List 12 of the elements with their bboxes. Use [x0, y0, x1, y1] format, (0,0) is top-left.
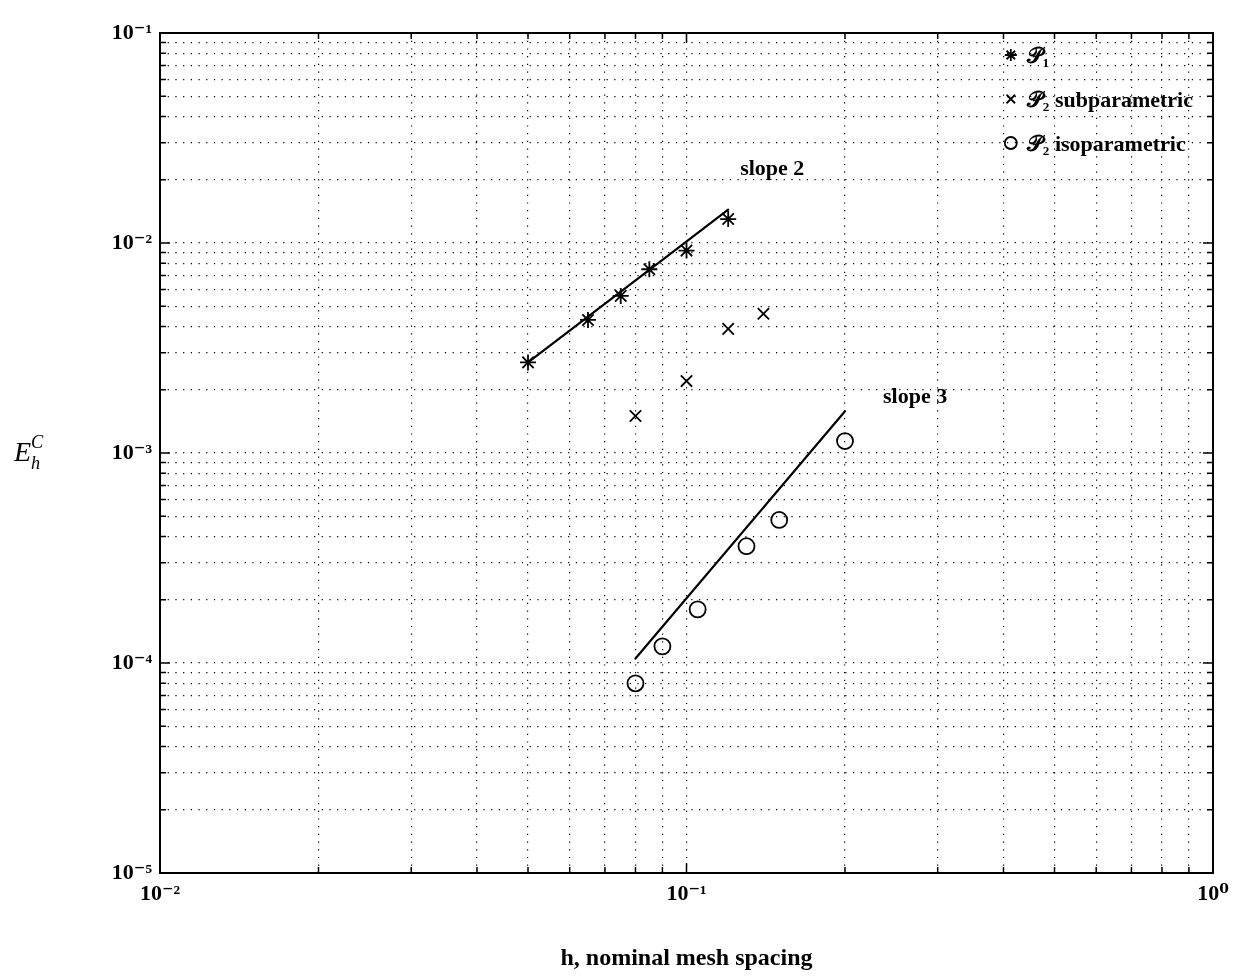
legend-label: 𝒫₂ subparametric [1025, 86, 1194, 112]
y-tick-label: 10⁻³ [111, 438, 153, 464]
legend-label: 𝒫₁ [1025, 42, 1050, 68]
y-tick-label: 10⁻¹ [111, 18, 152, 44]
x-tick-label: 10⁻¹ [666, 879, 707, 905]
y-tick-label: 10⁻⁴ [111, 648, 153, 674]
x-axis-title: h, nominal mesh spacing [560, 943, 813, 970]
y-tick-label: 10⁻² [111, 228, 153, 254]
annotation: slope 2 [740, 155, 805, 181]
x-tick-label: 10⁰ [1197, 879, 1230, 905]
legend-label: 𝒫₂ isoparametric [1025, 130, 1186, 156]
annotation: slope 3 [882, 382, 948, 408]
